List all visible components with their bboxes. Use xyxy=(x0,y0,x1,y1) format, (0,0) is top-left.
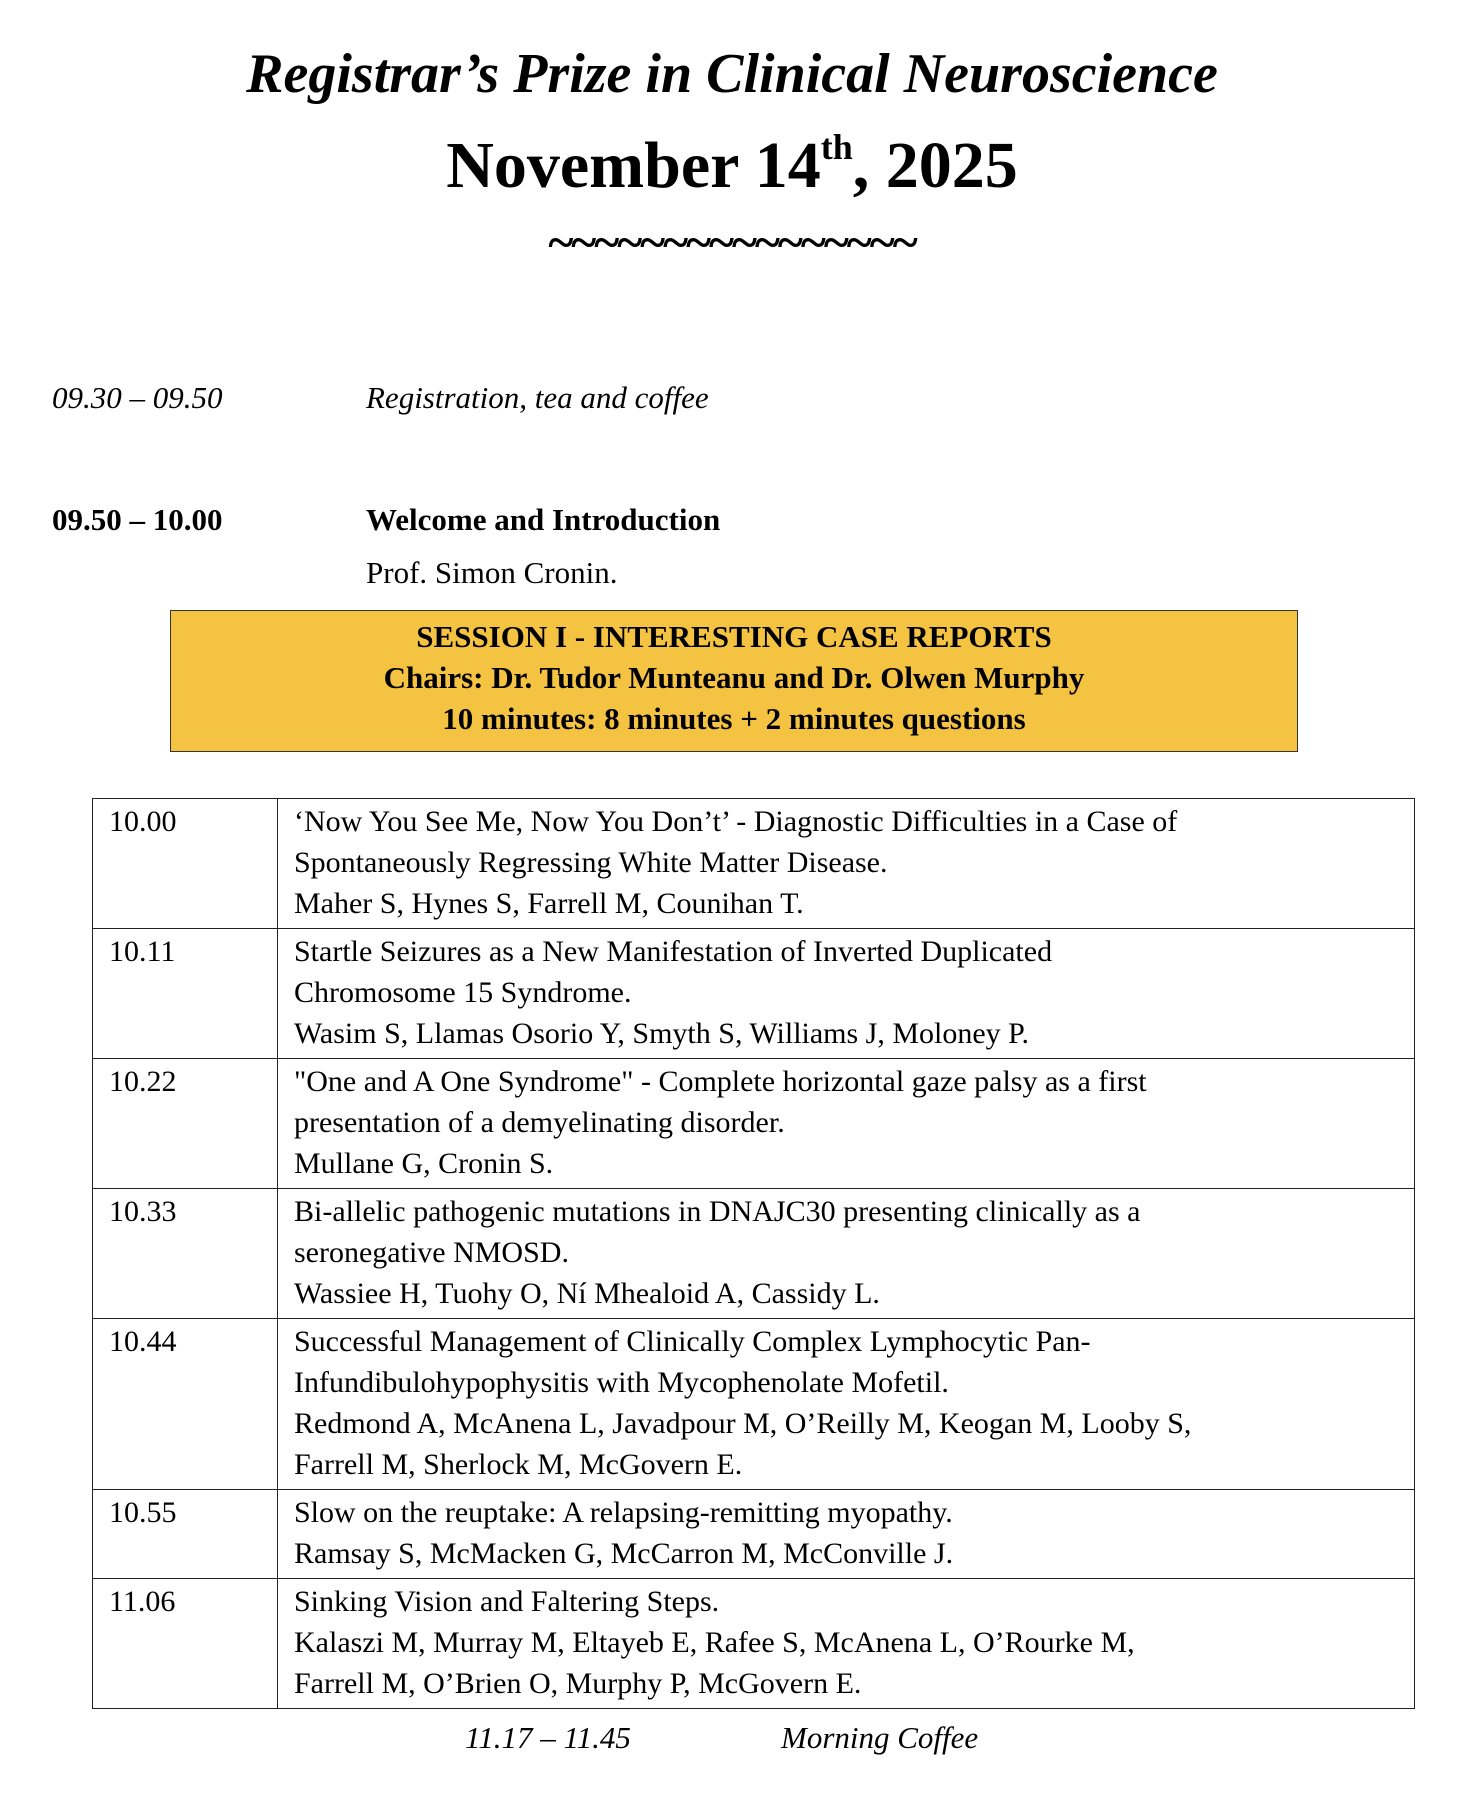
date-ordinal: th xyxy=(820,127,853,167)
talk-time: 10.44 xyxy=(92,1318,278,1490)
event-date: November 14th, 2025 xyxy=(0,126,1464,204)
talk-authors-line: Farrell M, Sherlock M, McGovern E. xyxy=(294,1448,743,1481)
date-main: November 14 xyxy=(446,129,821,202)
talk-title-line: Slow on the reuptake: A relapsing-remitt… xyxy=(294,1496,953,1529)
talk-details: Successful Management of Clinically Comp… xyxy=(277,1318,1415,1490)
talk-details: Startle Seizures as a New Manifestation … xyxy=(277,928,1415,1059)
schedule-item-registration: 09.30 – 09.50 Registration, tea and coffe… xyxy=(52,380,709,416)
talk-details: Sinking Vision and Faltering Steps. Kalas… xyxy=(277,1578,1415,1709)
morning-coffee-break: 11.17 – 11.45 Morning Coffee xyxy=(465,1720,978,1756)
talk-title-line: seronegative NMOSD. xyxy=(294,1236,569,1269)
talk-title-line: Kalaszi M, Murray M, Eltayeb E, Rafee S,… xyxy=(294,1626,1135,1659)
schedule-item-welcome: 09.50 – 10.00 Welcome and Introduction xyxy=(52,502,720,538)
talk-title-line: "One and A One Syndrome" - Complete hori… xyxy=(294,1065,1147,1098)
talk-details: ‘Now You See Me, Now You Don’t’ - Diagno… xyxy=(277,798,1415,929)
table-row: 10.11 Startle Seizures as a New Manifesta… xyxy=(92,928,1415,1059)
talk-authors-line: Mullane G, Cronin S. xyxy=(294,1147,554,1180)
schedule-event: Welcome and Introduction xyxy=(366,502,721,537)
document-title: Registrar’s Prize in Clinical Neuroscien… xyxy=(246,43,1218,105)
decorative-divider: ~~~~~~~~~~~~~~~~ xyxy=(548,216,917,269)
talk-title-line: Successful Management of Clinically Comp… xyxy=(294,1325,1091,1358)
table-row: 10.33 Bi-allelic pathogenic mutations in … xyxy=(92,1188,1415,1319)
talk-time: 10.33 xyxy=(92,1188,278,1319)
date-year: , 2025 xyxy=(852,129,1018,202)
talk-authors-line: Wasim S, Llamas Osorio Y, Smyth S, Willi… xyxy=(294,1017,1030,1050)
talk-authors-line: Redmond A, McAnena L, Javadpour M, O’Rei… xyxy=(294,1407,1192,1440)
talk-title-line: presentation of a demyelinating disorder… xyxy=(294,1106,785,1139)
schedule-event: Registration, tea and coffee xyxy=(366,380,709,415)
talk-authors-line: Maher S, Hynes S, Farrell M, Counihan T. xyxy=(294,887,804,920)
talk-details: Bi-allelic pathogenic mutations in DNAJC… xyxy=(277,1188,1415,1319)
talk-time: 10.11 xyxy=(92,928,278,1059)
talks-table: 10.00 ‘Now You See Me, Now You Don’t’ - D… xyxy=(92,798,1415,1709)
session-chairs: Chairs: Dr. Tudor Munteanu and Dr. Olwen… xyxy=(383,660,1085,695)
talk-title-line: Chromosome 15 Syndrome. xyxy=(294,976,632,1009)
break-time: 11.17 – 11.45 xyxy=(465,1720,631,1755)
talk-time: 10.22 xyxy=(92,1058,278,1189)
session-title: SESSION I - INTERESTING CASE REPORTS xyxy=(416,619,1052,654)
table-row: 11.06 Sinking Vision and Faltering Steps.… xyxy=(92,1578,1415,1709)
session-banner: SESSION I - INTERESTING CASE REPORTS Cha… xyxy=(170,610,1298,752)
talk-time: 11.06 xyxy=(92,1578,278,1709)
talk-authors-line: Ramsay S, McMacken G, McCarron M, McConv… xyxy=(294,1537,954,1570)
table-row: 10.22 "One and A One Syndrome" - Complete… xyxy=(92,1058,1415,1189)
session-format: 10 minutes: 8 minutes + 2 minutes questi… xyxy=(442,701,1026,736)
talk-title-line: Bi-allelic pathogenic mutations in DNAJC… xyxy=(294,1195,1141,1228)
talk-details: Slow on the reuptake: A relapsing-remitt… xyxy=(277,1489,1415,1579)
table-row: 10.00 ‘Now You See Me, Now You Don’t’ - D… xyxy=(92,798,1415,929)
table-row: 10.55 Slow on the reuptake: A relapsing-r… xyxy=(92,1489,1415,1579)
talk-title-line: Infundibulohypophysitis with Mycophenola… xyxy=(294,1366,949,1399)
table-row: 10.44 Successful Management of Clinically… xyxy=(92,1318,1415,1490)
talk-title-line: Spontaneously Regressing White Matter Di… xyxy=(294,846,888,879)
talk-time: 10.55 xyxy=(92,1489,278,1579)
break-event: Morning Coffee xyxy=(781,1720,979,1755)
talk-title-line: Startle Seizures as a New Manifestation … xyxy=(294,935,1053,968)
schedule-time: 09.30 – 09.50 xyxy=(52,380,223,415)
talk-title-line: ‘Now You See Me, Now You Don’t’ - Diagno… xyxy=(294,805,1178,838)
welcome-speaker: Prof. Simon Cronin. xyxy=(366,555,618,590)
talk-authors-line: Wassiee H, Tuohy O, Ní Mhealoid A, Cassi… xyxy=(294,1277,880,1310)
talk-details: "One and A One Syndrome" - Complete hori… xyxy=(277,1058,1415,1189)
talk-authors-line: Farrell M, O’Brien O, Murphy P, McGovern… xyxy=(294,1667,862,1700)
talk-title-line: Sinking Vision and Faltering Steps. xyxy=(294,1585,720,1618)
schedule-time: 09.50 – 10.00 xyxy=(52,502,223,537)
talk-time: 10.00 xyxy=(92,798,278,929)
